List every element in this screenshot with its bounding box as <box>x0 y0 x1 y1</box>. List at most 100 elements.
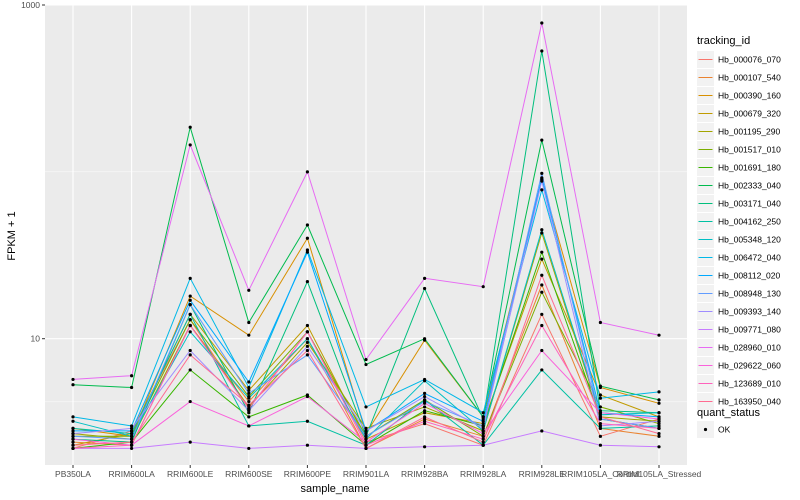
data-point <box>71 383 75 387</box>
data-point <box>364 440 368 444</box>
data-point <box>481 285 485 289</box>
data-point <box>423 419 427 423</box>
data-point <box>540 138 544 142</box>
data-point <box>657 421 661 426</box>
legend-label: Hb_000107_540 <box>718 73 781 83</box>
data-point <box>305 443 309 447</box>
legend-label: Hb_001517_010 <box>718 145 781 155</box>
data-point <box>423 415 427 419</box>
x-tick-label: RRIM600SE <box>225 469 273 479</box>
data-point <box>247 391 251 396</box>
data-point <box>305 236 309 240</box>
data-point <box>364 443 368 447</box>
data-point <box>130 434 134 438</box>
data-point <box>247 399 251 404</box>
data-point <box>71 434 75 438</box>
data-point <box>598 415 603 419</box>
data-point <box>540 283 544 287</box>
data-point <box>540 257 544 261</box>
data-point <box>657 390 661 394</box>
data-point <box>247 320 251 325</box>
data-point <box>130 374 134 378</box>
data-point <box>247 403 251 407</box>
data-point <box>188 330 192 334</box>
data-point <box>598 384 603 388</box>
data-point <box>305 340 309 345</box>
data-point <box>305 223 309 227</box>
x-tick-label: RRIM928BA <box>401 469 449 479</box>
legend-label: Hb_029622_060 <box>718 361 781 371</box>
data-point <box>71 443 75 447</box>
data-point <box>598 411 603 415</box>
data-point <box>188 276 192 280</box>
data-point <box>188 318 192 322</box>
data-point <box>247 288 251 292</box>
legend-label: OK <box>718 425 731 435</box>
data-point <box>540 179 544 183</box>
x-axis-title: sample_name <box>300 483 369 495</box>
x-tick-label: RRIM105LA_Control <box>561 469 640 479</box>
x-tick-label: RRIM928LA <box>460 469 507 479</box>
data-point <box>481 419 485 423</box>
data-point <box>247 446 251 451</box>
data-point <box>71 437 75 441</box>
data-point <box>364 357 368 362</box>
data-point <box>598 424 603 428</box>
data-point <box>598 426 603 430</box>
data-point <box>598 405 603 409</box>
data-point <box>188 323 192 328</box>
data-point <box>657 431 661 436</box>
legend-label: Hb_008948_130 <box>718 289 781 299</box>
data-point <box>481 421 485 426</box>
data-point <box>364 362 368 367</box>
data-point <box>540 273 544 277</box>
data-point <box>481 434 485 438</box>
data-point <box>481 424 485 428</box>
data-point <box>71 419 75 423</box>
data-point <box>540 429 544 433</box>
x-tick-label: RRIM928LE <box>519 469 566 479</box>
data-point <box>598 434 603 438</box>
data-point <box>540 323 544 328</box>
data-point <box>540 49 544 53</box>
data-point <box>188 303 192 307</box>
data-point <box>305 419 309 423</box>
data-point <box>188 294 192 298</box>
data-point <box>305 330 309 334</box>
data-point <box>657 417 661 421</box>
data-point <box>481 431 485 436</box>
data-point <box>130 424 134 428</box>
data-point <box>423 421 427 426</box>
data-point <box>247 415 251 419</box>
data-point <box>423 445 427 449</box>
data-point <box>364 431 368 436</box>
data-point <box>657 426 661 430</box>
data-point <box>423 394 427 399</box>
x-tick-label: RRIM600PE <box>284 469 332 479</box>
data-point <box>188 312 192 316</box>
legend-label: Hb_004162_250 <box>718 217 781 227</box>
data-point <box>305 344 309 348</box>
data-point <box>130 385 134 390</box>
data-point <box>423 286 427 291</box>
data-point <box>71 429 75 433</box>
data-point <box>130 426 134 430</box>
data-point <box>130 446 134 451</box>
data-point <box>540 348 544 353</box>
data-point <box>305 348 309 353</box>
legend-label: Hb_123689_010 <box>718 379 781 389</box>
legend-label: Hb_163950_040 <box>718 397 781 407</box>
x-tick-label: PB350LA <box>55 469 91 479</box>
legend-label: Hb_000390_160 <box>718 91 781 101</box>
legend-label: Hb_001691_180 <box>718 163 781 173</box>
data-point <box>540 312 544 316</box>
data-point <box>364 426 368 430</box>
data-point <box>247 388 251 392</box>
data-point <box>540 176 544 180</box>
data-point <box>657 424 661 428</box>
legend-label: Hb_003171_040 <box>718 199 781 209</box>
data-point <box>305 337 309 341</box>
y-axis: 10 1000 <box>21 0 45 344</box>
data-point <box>481 429 485 433</box>
data-point <box>481 443 485 447</box>
